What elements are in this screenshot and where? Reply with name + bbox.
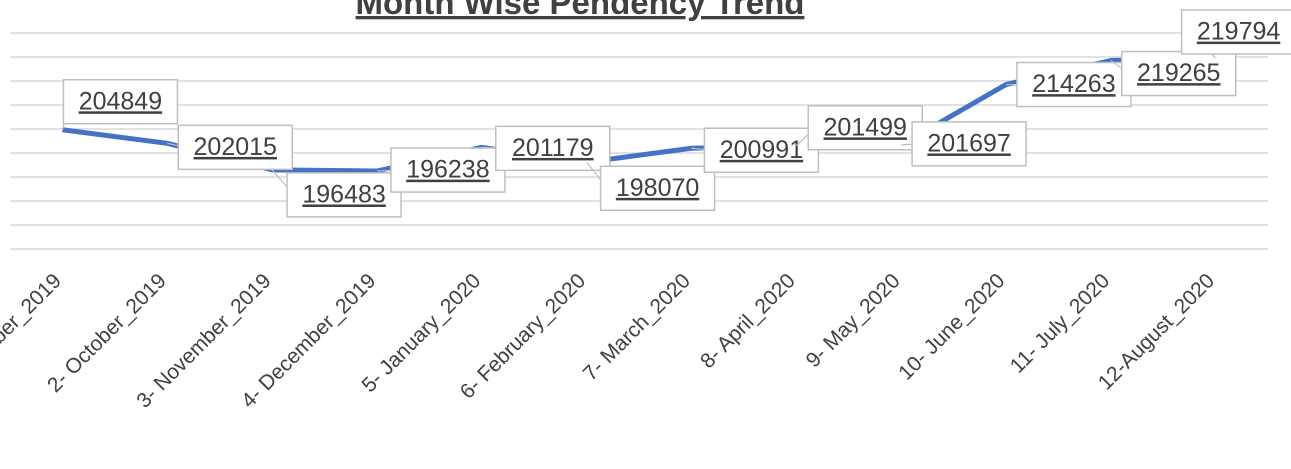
x-tick-label: 11- July_2020 bbox=[1006, 269, 1114, 377]
label-box bbox=[807, 105, 923, 151]
data-label: 201179 bbox=[481, 125, 611, 172]
data-label-text: 201697 bbox=[927, 129, 1010, 157]
data-label: 204849 bbox=[61, 78, 179, 130]
x-tick-label: 9- May_2020 bbox=[802, 269, 905, 372]
label-box bbox=[1180, 9, 1291, 55]
data-label: 196238 bbox=[376, 147, 506, 193]
label-box bbox=[62, 78, 179, 125]
label-box bbox=[599, 165, 716, 212]
label-box bbox=[1121, 50, 1237, 97]
data-label-text: 200991 bbox=[720, 136, 803, 164]
data-label-text: 219265 bbox=[1137, 59, 1220, 87]
label-box bbox=[495, 125, 611, 172]
data-label-text: 202015 bbox=[194, 133, 277, 161]
data-label: 201499 bbox=[795, 105, 923, 151]
data-label-text: 196238 bbox=[406, 156, 489, 184]
data-label-text: 198070 bbox=[616, 174, 699, 202]
data-label-text: 214263 bbox=[1032, 70, 1115, 98]
label-box bbox=[703, 127, 820, 173]
x-tick-label: 10- June_2020 bbox=[894, 269, 1009, 384]
data-label: 214263 bbox=[1005, 61, 1132, 108]
data-label-text: 204849 bbox=[79, 87, 162, 115]
label-box bbox=[286, 172, 402, 218]
data-label: 196483 bbox=[271, 169, 402, 218]
x-tick-label: 12-August_2020 bbox=[1094, 269, 1219, 394]
data-label-text: 201499 bbox=[824, 113, 907, 141]
data-label: 198070 bbox=[586, 161, 716, 212]
label-box bbox=[911, 121, 1027, 167]
label-box bbox=[177, 124, 293, 171]
data-label-text: 196483 bbox=[302, 180, 385, 208]
x-tick-label: 8- April_2020 bbox=[696, 269, 800, 373]
data-label-text: 201179 bbox=[512, 134, 594, 162]
data-label: 202015 bbox=[167, 124, 293, 171]
chart-title: Month Wise Pendency Trend bbox=[356, 0, 805, 21]
data-label: 219265 bbox=[1110, 50, 1237, 97]
x-tick-label: 7- March_2020 bbox=[579, 269, 695, 385]
data-label: 219794 bbox=[1180, 9, 1291, 59]
label-box bbox=[1016, 61, 1132, 108]
data-label: 200991 bbox=[691, 127, 820, 173]
data-label-text: 219794 bbox=[1197, 18, 1281, 46]
data-label: 201697 bbox=[901, 121, 1027, 167]
